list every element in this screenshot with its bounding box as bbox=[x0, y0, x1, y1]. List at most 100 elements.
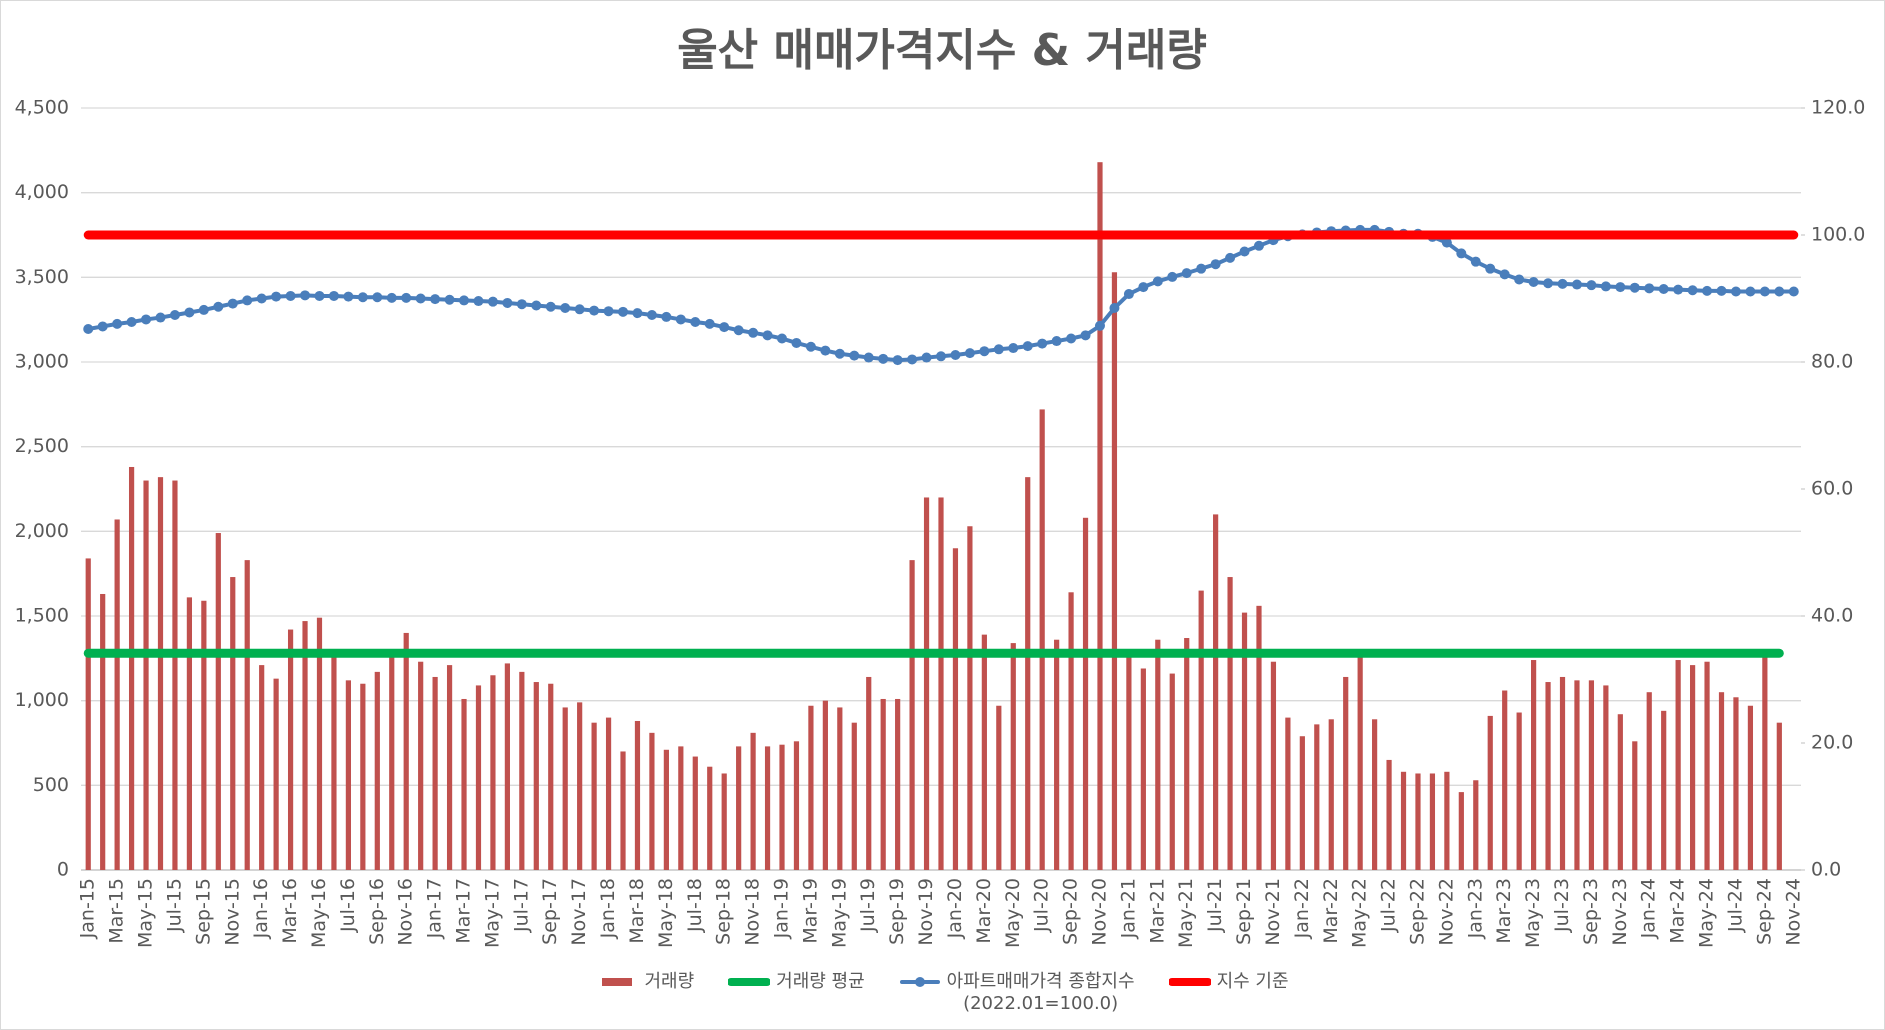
line-marker bbox=[1745, 286, 1756, 297]
bar bbox=[244, 560, 250, 870]
line-marker bbox=[1225, 252, 1236, 263]
line-marker bbox=[83, 323, 94, 334]
x-tick-label: Sep-19 bbox=[886, 878, 908, 945]
line-marker bbox=[256, 293, 267, 304]
bar bbox=[938, 497, 944, 870]
x-tick-label: Mar-17 bbox=[453, 878, 475, 944]
bar bbox=[114, 519, 120, 870]
line-marker bbox=[1109, 303, 1120, 314]
bar bbox=[996, 705, 1002, 870]
line-marker bbox=[1673, 284, 1684, 295]
bar bbox=[172, 480, 178, 870]
x-tick-label: Jan-16 bbox=[250, 878, 272, 939]
bar bbox=[259, 665, 265, 870]
line-marker bbox=[1022, 341, 1033, 352]
bar bbox=[952, 548, 959, 870]
legend-item: 아파트매매가격 종합지수 (2022.01=100.0) bbox=[899, 971, 1135, 1015]
legend-swatch bbox=[899, 977, 940, 987]
line-marker bbox=[343, 291, 354, 302]
x-tick-label: May-24 bbox=[1696, 878, 1718, 948]
legend-label: 거래량 bbox=[644, 971, 695, 992]
bar bbox=[981, 634, 987, 870]
line-marker bbox=[1094, 320, 1105, 331]
line-marker bbox=[285, 290, 296, 301]
bar bbox=[779, 744, 785, 870]
line-marker bbox=[892, 355, 903, 366]
x-tick-label: Sep-22 bbox=[1406, 878, 1428, 945]
line-marker bbox=[661, 311, 672, 322]
bar bbox=[287, 629, 294, 870]
line-marker bbox=[1629, 282, 1640, 293]
line-marker bbox=[242, 295, 253, 306]
bar bbox=[360, 683, 366, 870]
line-marker bbox=[430, 294, 441, 305]
line-marker bbox=[516, 299, 527, 310]
line-marker bbox=[328, 290, 339, 301]
bar bbox=[1213, 514, 1219, 870]
x-tick-label: Mar-16 bbox=[279, 878, 301, 944]
bar bbox=[273, 678, 279, 870]
line-marker bbox=[964, 348, 975, 359]
bar bbox=[1487, 715, 1493, 870]
bar bbox=[1025, 477, 1031, 870]
bar bbox=[1198, 590, 1204, 870]
x-tick-label: Nov-18 bbox=[742, 878, 764, 946]
x-tick-label: Sep-20 bbox=[1060, 878, 1082, 945]
line-marker bbox=[459, 295, 470, 306]
line-marker bbox=[849, 350, 860, 361]
bar bbox=[1256, 605, 1262, 870]
y-tick-label: 4,000 bbox=[15, 181, 69, 203]
bar bbox=[201, 600, 207, 870]
line-marker bbox=[112, 318, 123, 329]
y2-tick-label: 100.0 bbox=[1811, 224, 1865, 246]
bar bbox=[880, 698, 886, 870]
bar bbox=[1559, 676, 1566, 870]
bar bbox=[736, 746, 742, 870]
line-marker bbox=[314, 290, 325, 301]
legend-swatch bbox=[728, 978, 771, 986]
line-marker bbox=[1615, 282, 1626, 293]
bar bbox=[157, 477, 164, 870]
line-marker bbox=[1441, 237, 1452, 248]
x-tick-label: Jan-22 bbox=[1291, 878, 1313, 939]
line-marker bbox=[502, 297, 513, 308]
bar bbox=[403, 632, 409, 870]
bar bbox=[692, 756, 698, 870]
line-marker bbox=[141, 314, 152, 325]
line-marker bbox=[487, 296, 498, 307]
bar bbox=[1400, 771, 1407, 870]
line-marker bbox=[1730, 286, 1741, 297]
bar bbox=[1285, 717, 1291, 870]
bar bbox=[1473, 780, 1479, 870]
bar bbox=[1140, 668, 1146, 870]
x-tick-label: Jan-17 bbox=[424, 878, 446, 939]
bar bbox=[345, 680, 351, 870]
bar bbox=[1357, 656, 1363, 870]
bar bbox=[432, 676, 438, 870]
x-tick-label: Jul-23 bbox=[1551, 878, 1573, 933]
bar bbox=[764, 746, 771, 870]
bar bbox=[562, 707, 568, 870]
x-tick-label: May-19 bbox=[828, 878, 850, 948]
legend: 거래량 거래량 평균 아파트매매가격 종합지수 (2022.01=100.0) 지수 … bbox=[1, 971, 1884, 1015]
line-marker bbox=[1456, 248, 1467, 259]
bar bbox=[1661, 710, 1667, 870]
line-marker bbox=[1123, 289, 1134, 300]
line-marker bbox=[1499, 269, 1510, 280]
line-marker bbox=[950, 350, 961, 361]
bar bbox=[591, 722, 597, 870]
bar bbox=[909, 560, 915, 870]
x-tick-label: Jul-22 bbox=[1378, 878, 1400, 933]
bar bbox=[721, 773, 727, 870]
x-tick-label: Jan-19 bbox=[771, 878, 793, 939]
bar bbox=[1574, 680, 1580, 870]
bar bbox=[1718, 692, 1725, 870]
chart-title: 울산 매매가격지수 & 거래량 bbox=[677, 25, 1207, 76]
line-marker bbox=[271, 291, 282, 302]
bar bbox=[418, 661, 424, 870]
bar bbox=[446, 665, 453, 870]
bar bbox=[504, 663, 510, 870]
x-tick-label: Jul-15 bbox=[163, 878, 185, 933]
line-marker bbox=[1716, 285, 1727, 296]
bar bbox=[1126, 654, 1132, 870]
